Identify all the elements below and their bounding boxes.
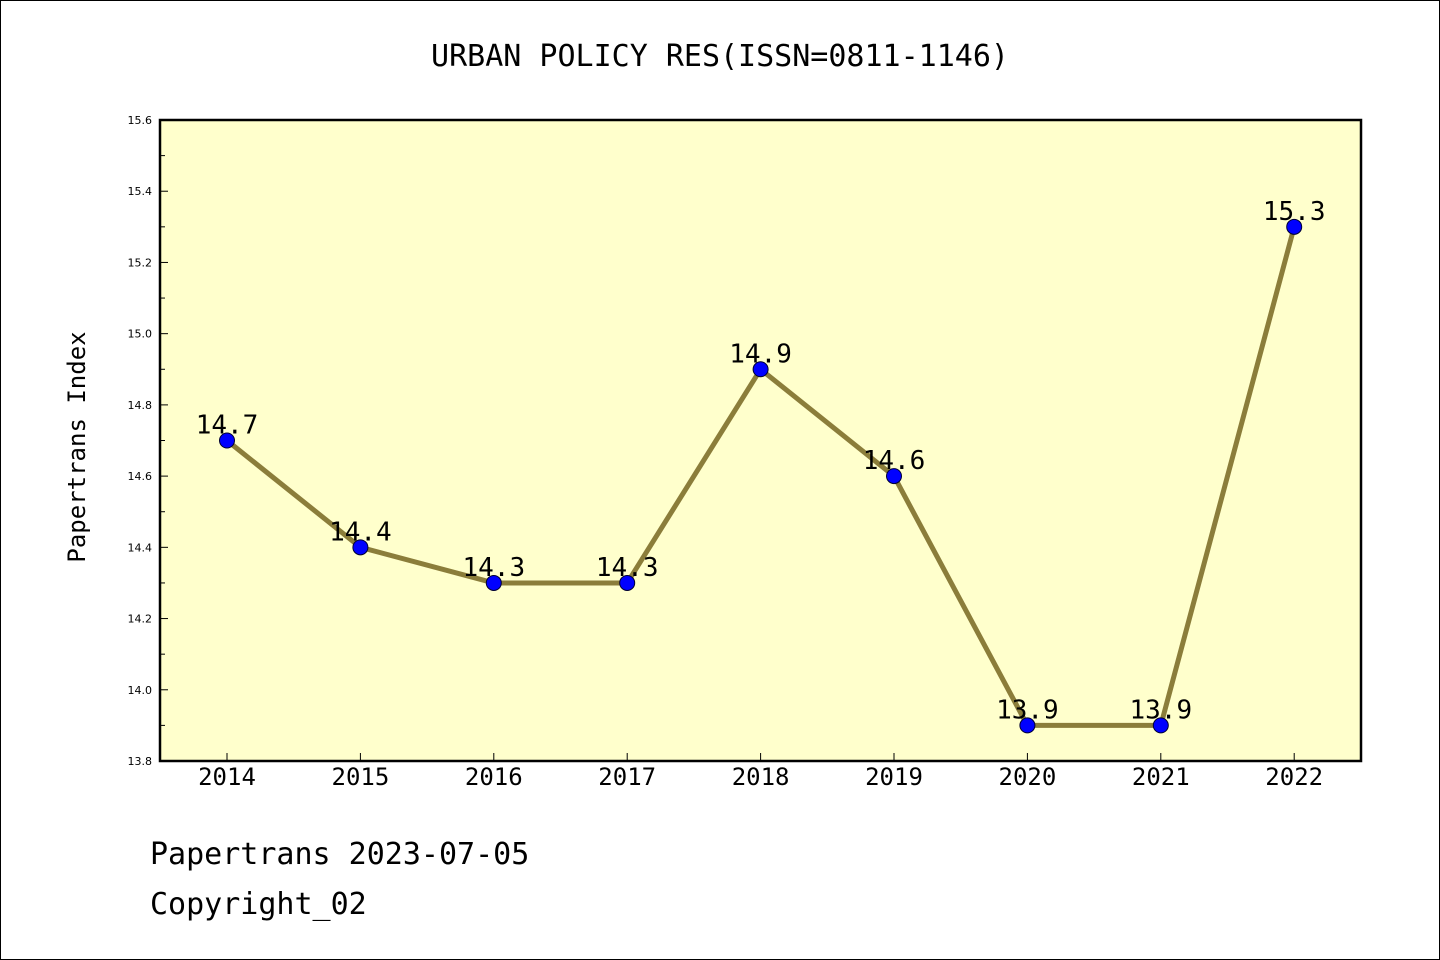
chart-title: URBAN POLICY RES(ISSN=0811-1146) bbox=[431, 39, 1009, 74]
data-point-marker bbox=[1286, 218, 1303, 235]
data-label: 14.7 bbox=[196, 411, 259, 441]
x-tick-label: 2015 bbox=[332, 763, 390, 791]
data-label: 14.9 bbox=[729, 339, 792, 369]
data-point-marker bbox=[485, 574, 502, 591]
x-tick-label: 2014 bbox=[198, 763, 256, 791]
y-tick-label: 14.4 bbox=[128, 541, 153, 554]
y-tick-label: 15.4 bbox=[128, 185, 153, 198]
data-label: 14.4 bbox=[329, 517, 392, 547]
footer-copyright-text: Copyright_02 bbox=[150, 887, 367, 922]
y-tick-label: 14.8 bbox=[128, 399, 153, 412]
x-tick-label: 2021 bbox=[1132, 763, 1190, 791]
x-tick-label: 2019 bbox=[865, 763, 923, 791]
y-tick-label: 13.8 bbox=[128, 755, 153, 768]
x-tick-label: 2020 bbox=[999, 763, 1057, 791]
footer-date-text: Papertrans 2023-07-05 bbox=[150, 837, 529, 872]
data-point-marker bbox=[752, 361, 769, 378]
x-tick-label: 2017 bbox=[598, 763, 656, 791]
data-point-marker bbox=[352, 539, 369, 556]
data-point-marker bbox=[619, 574, 636, 591]
x-tick-label: 2022 bbox=[1265, 763, 1323, 791]
data-point-marker bbox=[1152, 717, 1169, 734]
y-tick-label: 14.2 bbox=[128, 613, 153, 626]
data-label: 14.3 bbox=[596, 553, 659, 583]
x-tick-label: 2016 bbox=[465, 763, 523, 791]
data-label: 13.9 bbox=[996, 695, 1059, 725]
data-label: 14.6 bbox=[863, 446, 926, 476]
data-markers bbox=[219, 218, 1303, 734]
data-label: 14.3 bbox=[462, 553, 525, 583]
data-point-marker bbox=[886, 468, 902, 485]
y-axis-ticks: 13.8 14.0 14.2 14.4 14.6 14.8 15.0 15.2 15.4 15.6 bbox=[128, 114, 168, 768]
x-axis-ticks: 2014 2015 2016 2017 2018 2019 2020 2021 2022 bbox=[198, 753, 1323, 791]
data-point-marker bbox=[1019, 717, 1036, 734]
y-tick-label: 14.6 bbox=[128, 470, 153, 483]
data-labels: 14.7 14.4 14.3 14.3 14.9 14.6 13.9 13.9 15.3 bbox=[196, 197, 1326, 726]
y-tick-label: 14.0 bbox=[128, 684, 153, 697]
x-tick-label: 2018 bbox=[732, 763, 790, 791]
plot-area bbox=[158, 118, 1363, 763]
y-tick-label: 15.2 bbox=[128, 256, 153, 269]
data-label: 13.9 bbox=[1129, 695, 1192, 725]
y-tick-label: 15.0 bbox=[128, 328, 153, 341]
y-tick-label: 15.6 bbox=[128, 114, 153, 127]
data-label: 15.3 bbox=[1263, 197, 1326, 227]
y-axis-label: Papertrans Index bbox=[63, 331, 91, 562]
data-point-marker bbox=[219, 432, 235, 449]
